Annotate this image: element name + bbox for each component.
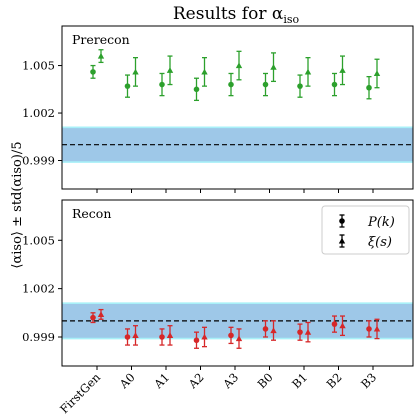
data-point-triangle (304, 68, 312, 75)
legend-label: P(k) (367, 215, 395, 230)
chart-title: Results for αiso (173, 4, 300, 26)
data-point-triangle (304, 328, 312, 335)
y-axis-label: ⟨αiso⟩ ± std(αiso)/5 (10, 141, 25, 268)
data-point-circle (262, 81, 269, 88)
data-point-triangle (339, 67, 346, 73)
legend-marker-circle (339, 218, 345, 224)
data-point-triangle (132, 332, 139, 338)
x-tick-label: A2 (185, 370, 207, 392)
data-point-circle (193, 86, 200, 93)
series-xi (97, 308, 381, 349)
data-point-circle (331, 81, 338, 88)
data-point-triangle (201, 333, 208, 340)
data-point-circle (193, 337, 200, 344)
panel-label: Prerecon (72, 32, 130, 47)
x-tick-label: A0 (116, 370, 138, 392)
y-tick-label: 0.999 (22, 154, 55, 168)
legend-entry: ξ(s) (338, 234, 392, 250)
data-point-circle (297, 83, 303, 89)
y-tick-label: 1.002 (22, 282, 55, 296)
legend-entry: P(k) (339, 214, 395, 230)
data-point-triangle (166, 332, 174, 338)
y-tick-label: 1.005 (22, 59, 55, 73)
data-point-circle (366, 84, 372, 91)
series-pk (90, 64, 372, 102)
y-tick-label: 1.005 (22, 233, 55, 247)
x-tick-label: FirstGen (57, 370, 103, 416)
data-point-triangle (132, 68, 139, 75)
panel-frame (61, 199, 414, 367)
x-axis: FirstGen A0 A1 A2 A3 B0 B1 B2 B3 (57, 370, 379, 416)
data-point-triangle (235, 62, 243, 69)
legend: P(k) ξ(s) (321, 205, 410, 255)
x-tick-label: B2 (324, 370, 345, 391)
series-xi (97, 49, 381, 89)
legend-box (321, 205, 410, 255)
chart-title-text: Results for αiso (173, 4, 300, 26)
data-point-triangle (270, 327, 277, 334)
data-point-circle (228, 81, 234, 88)
x-tick-label: B1 (289, 370, 310, 391)
data-point-circle (90, 314, 96, 321)
data-point-circle (159, 81, 165, 88)
data-point-circle (331, 321, 338, 327)
data-point-circle (90, 69, 96, 75)
data-point-triangle (97, 52, 105, 59)
data-point-circle (228, 332, 234, 339)
data-point-triangle (373, 70, 381, 77)
data-point-triangle (97, 311, 105, 317)
prerecon-panel: 0.999 1.002 1.005 Prerecon (22, 25, 414, 193)
data-point-triangle (339, 322, 346, 329)
data-point-circle (297, 329, 303, 335)
data-point-circle (366, 326, 372, 332)
data-point-triangle (270, 63, 277, 70)
panel-label: Recon (72, 206, 111, 221)
x-tick-label: A3 (219, 370, 241, 392)
series-pk (90, 312, 372, 349)
data-point-triangle (373, 325, 381, 332)
recon-panel: 0.999 1.002 1.005 Recon P(k) ξ(s) (22, 199, 414, 370)
data-point-circle (159, 334, 165, 340)
data-point-triangle (235, 335, 243, 342)
x-tick-label: B0 (255, 370, 276, 391)
data-point-triangle (201, 68, 208, 75)
x-tick-label: B3 (358, 370, 379, 391)
y-tick-label: 1.002 (22, 106, 55, 120)
data-point-circle (124, 83, 131, 89)
legend-marker-triangle (338, 237, 346, 244)
panel-frame (61, 25, 414, 190)
x-tick-label: A1 (150, 370, 172, 392)
y-tick-label: 0.999 (22, 330, 55, 344)
data-point-triangle (166, 67, 174, 73)
data-point-circle (124, 334, 131, 340)
legend-label: ξ(s) (368, 235, 392, 250)
data-point-circle (262, 326, 269, 332)
